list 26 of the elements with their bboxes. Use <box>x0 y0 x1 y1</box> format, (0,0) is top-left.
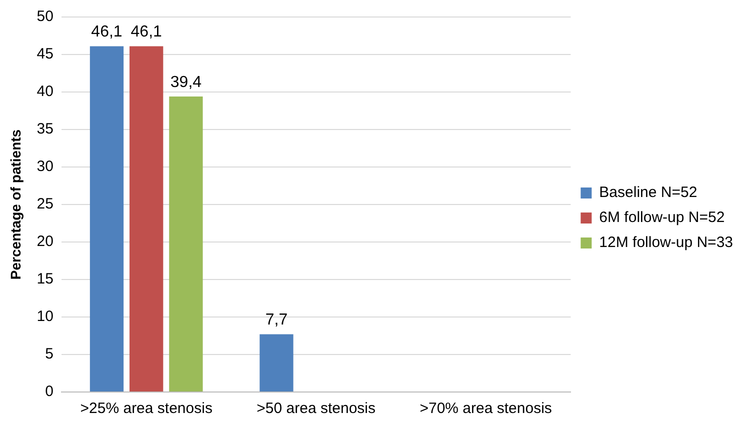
legend-label: 12M follow-up N=33 <box>599 234 734 252</box>
x-tick-label: >50 area stenosis <box>256 400 376 418</box>
data-label: 7,7 <box>265 312 288 329</box>
x-tick-label: >25% area stenosis <box>80 400 212 418</box>
legend-label: Baseline N=52 <box>599 184 698 202</box>
bar <box>130 46 164 392</box>
data-label: 46,1 <box>91 24 122 41</box>
y-tick-label: 0 <box>45 383 54 400</box>
y-tick-label: 35 <box>36 120 54 138</box>
bar <box>90 46 124 392</box>
y-tick-label: 50 <box>36 8 54 26</box>
data-label: 46,1 <box>130 24 162 41</box>
y-tick-label: 5 <box>45 346 54 363</box>
y-tick-label: 20 <box>36 233 54 250</box>
x-tick-label: >70% area stenosis <box>420 400 552 418</box>
legend-label: 6M follow-up N=52 <box>599 209 725 226</box>
y-axis-title: Percentage of patients <box>7 129 24 280</box>
y-tick-label: 25 <box>36 196 54 213</box>
y-tick-label: 40 <box>36 83 54 100</box>
data-label: 39,4 <box>170 74 202 91</box>
y-tick-label: 10 <box>36 308 54 326</box>
y-tick-label: 45 <box>36 46 54 63</box>
y-tick-label: 30 <box>36 158 54 176</box>
bar <box>169 96 203 392</box>
bar <box>260 334 294 392</box>
y-tick-label: 15 <box>36 270 54 288</box>
